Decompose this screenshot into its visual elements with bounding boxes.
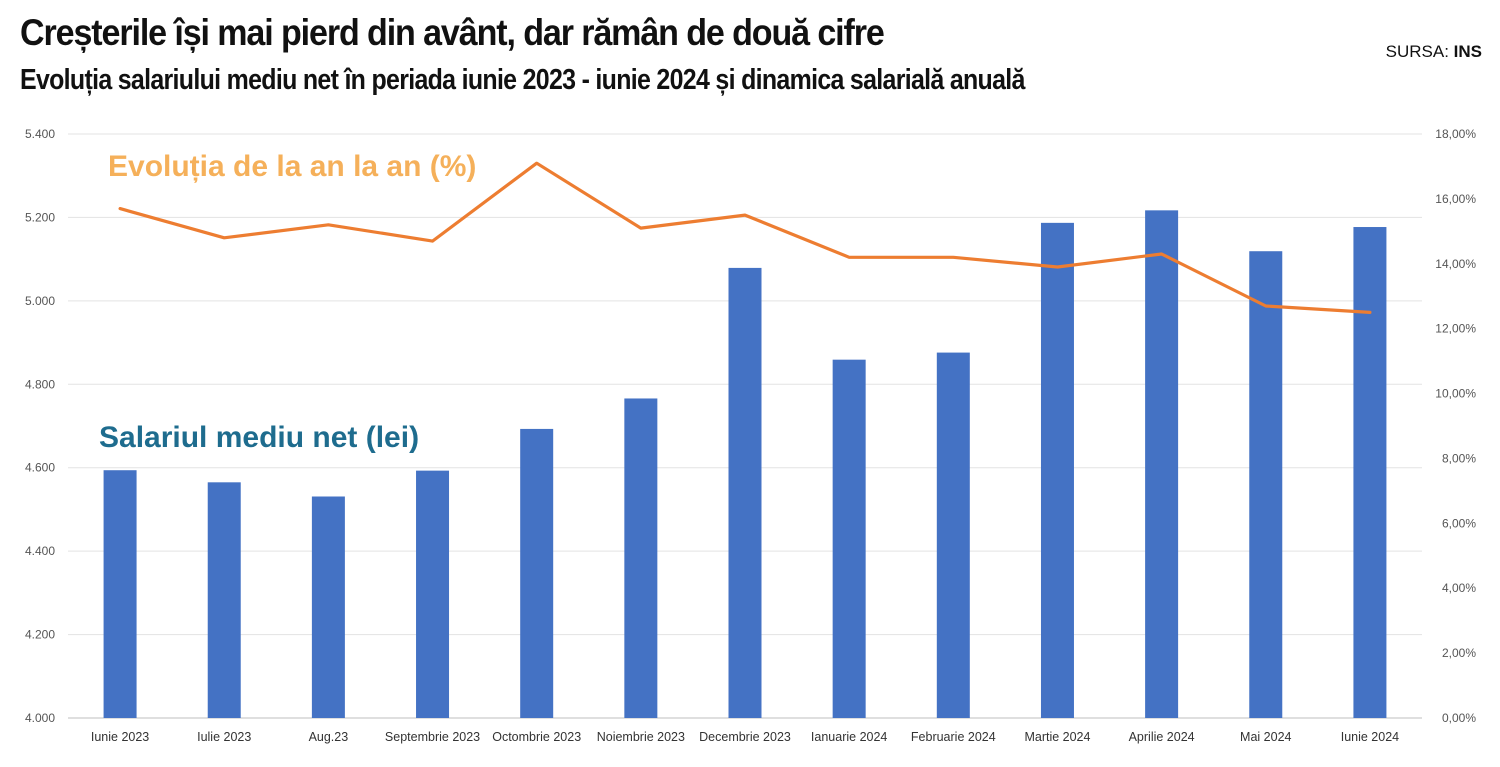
left-tick-label: 5.000	[25, 294, 55, 308]
bar	[1145, 210, 1179, 718]
right-tick-label: 16,00%	[1435, 192, 1476, 206]
category-label: Iunie 2023	[91, 730, 149, 744]
left-axis: 4.000 4.200 4.400 4.600 4.800 5.000 5.200 5.400	[25, 127, 55, 725]
category-label: Decembrie 2023	[699, 730, 791, 744]
right-tick-label: 12,00%	[1435, 322, 1476, 336]
bar	[103, 470, 137, 718]
chart-subtitle: Evoluția salariului mediu net în periada…	[20, 64, 1025, 96]
chart-title: Creșterile își mai pierd din avânt, dar …	[20, 12, 885, 53]
left-tick-label: 4.800	[25, 377, 55, 391]
source-label: SURSA:	[1385, 42, 1449, 61]
category-label: Februarie 2024	[911, 730, 996, 744]
bar-series	[103, 210, 1387, 718]
bar	[1353, 227, 1387, 718]
bar	[1249, 251, 1283, 718]
bar	[207, 482, 241, 718]
left-tick-label: 4.000	[25, 711, 55, 725]
line-series	[118, 161, 1372, 314]
bar	[311, 496, 345, 718]
source-value: INS	[1453, 42, 1482, 61]
left-tick-label: 4.400	[25, 544, 55, 558]
category-label: Mai 2024	[1240, 730, 1291, 744]
bar	[520, 428, 554, 718]
left-tick-label: 5.400	[25, 127, 55, 141]
right-tick-label: 10,00%	[1435, 387, 1476, 401]
bar	[936, 352, 970, 718]
right-tick-label: 0,00%	[1442, 711, 1476, 725]
bar-label-background	[88, 412, 382, 464]
right-tick-label: 14,00%	[1435, 257, 1476, 271]
bar	[1040, 222, 1074, 718]
category-label: Martie 2024	[1024, 730, 1090, 744]
bar	[832, 359, 866, 718]
line-series-label: Evoluția de la an la an (%)	[108, 150, 476, 183]
bar-series-label: Salariul mediu net (lei)	[99, 421, 419, 454]
left-tick-label: 5.200	[25, 210, 55, 224]
bar	[416, 470, 450, 718]
right-tick-label: 4,00%	[1442, 581, 1476, 595]
category-label: Noiembrie 2023	[597, 730, 685, 744]
yoy-growth-line	[118, 161, 1372, 314]
category-label: Septembrie 2023	[385, 730, 480, 744]
category-label: Aprilie 2024	[1129, 730, 1195, 744]
left-tick-label: 4.600	[25, 461, 55, 475]
right-tick-label: 2,00%	[1442, 646, 1476, 660]
x-axis: Iunie 2023 Iulie 2023 Aug.23 Septembrie 202…	[91, 730, 1399, 744]
right-tick-label: 18,00%	[1435, 127, 1476, 141]
category-label: Iulie 2023	[197, 730, 251, 744]
left-tick-label: 4.200	[25, 628, 55, 642]
category-label: Octombrie 2023	[492, 730, 581, 744]
category-label: Iunie 2024	[1341, 730, 1399, 744]
right-axis: 0,00% 2,00% 4,00% 6,00% 8,00% 10,00% 12,00% 14,…	[1435, 127, 1476, 725]
category-label: Aug.23	[309, 730, 349, 744]
category-label: Ianuarie 2024	[811, 730, 888, 744]
bar	[728, 267, 762, 718]
source-credit: SURSA: INS	[1386, 42, 1482, 62]
bar	[624, 398, 658, 718]
right-tick-label: 8,00%	[1442, 451, 1476, 465]
right-tick-label: 6,00%	[1442, 516, 1476, 530]
